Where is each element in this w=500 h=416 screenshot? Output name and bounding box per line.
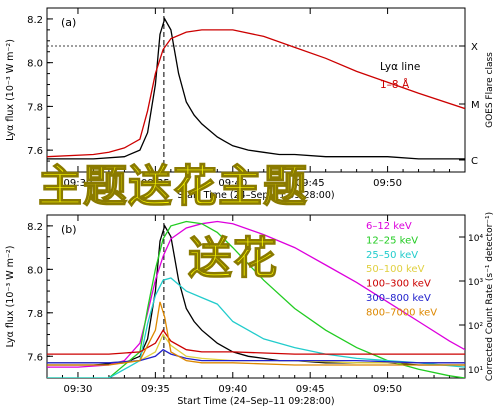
panel-a-ylabel: Lyα flux (10⁻³ W m⁻²)	[5, 39, 16, 141]
panel-b-rtick-label: 10¹	[468, 366, 483, 376]
panel-b-series-lya-flux	[47, 224, 465, 366]
panel-b-xtick-label: 09:50	[373, 384, 402, 395]
watermark-text-line-1: 主题送花主题	[37, 160, 308, 212]
panel-b-xtick-label: 09:30	[64, 384, 93, 395]
panel-b-legend-entry: 100–300 keV	[366, 279, 431, 290]
panel-b-ylabel: Lyα flux (10⁻³ W m⁻²)	[5, 246, 16, 348]
panel-b-rtick-label: 10³	[468, 278, 483, 288]
panel-b-rtick-label: 10²	[468, 322, 483, 332]
panel-b-ytick-label: 7.6	[27, 352, 43, 363]
panel-a-ytick-label: 7.8	[27, 102, 43, 113]
panel-b-ylabel-right: Corrected Count Rate (s⁻¹ detector⁻¹)	[485, 212, 495, 381]
panel-b-legend-entry: 50–100 keV	[366, 264, 425, 275]
panel-a-series-1-8-	[47, 29, 465, 158]
panel-b-series-25-50-kev	[47, 277, 465, 378]
panel-a-xlabel: Start Time (24–Sep–11 09:28:00)	[177, 190, 334, 201]
panel-b-ytick-label: 7.8	[27, 309, 43, 320]
panel-a-series-ly-line	[47, 17, 465, 160]
panel-a-xtick-label: 09:50	[373, 178, 402, 189]
panel-b-ytick-label: 8.0	[27, 265, 43, 276]
panel-b-xtick-label: 09:35	[141, 384, 170, 395]
panel-a-xtick-label: 09:30	[64, 178, 93, 189]
panel-a-xtick-label: 09:40	[218, 178, 247, 189]
panel-a-legend-entry: Lyα line	[380, 61, 420, 73]
watermark-text-line-2: 送花	[187, 232, 278, 284]
panel-a-rtick-label: C	[471, 156, 478, 167]
panel-a-ytick-label: 8.0	[27, 59, 43, 70]
panel-b-label: (b)	[61, 223, 77, 236]
panel-b-xtick-label: 09:40	[218, 384, 247, 395]
panel-b-legend-entry: 800–7000 keV	[366, 307, 437, 318]
panel-b-frame	[46, 214, 466, 379]
panel-a-rtick-label: X	[471, 42, 478, 53]
panel-b-ytick-label: 8.2	[27, 222, 43, 233]
panel-b-series-100-300-kev	[47, 329, 465, 355]
panel-b-legend-entry: 6–12 keV	[366, 221, 412, 232]
panel-a-rtick-label: M	[471, 100, 480, 111]
panel-b-rtick-label: 10⁴	[468, 234, 483, 244]
panel-a-label: (a)	[61, 16, 76, 29]
panel-b-series-800-7000-kev	[47, 301, 465, 366]
panel-a-xtick-label: 09:45	[296, 178, 325, 189]
panel-b-xtick-label: 09:45	[296, 384, 325, 395]
panel-b-legend-entry: 25–50 keV	[366, 250, 418, 261]
panel-b-legend-entry: 300–800 keV	[366, 293, 431, 304]
panel-a-ylabel-right: GOES Flare class	[485, 52, 495, 128]
panel-a-ytick-label: 7.6	[27, 146, 43, 157]
panel-b-xlabel: Start Time (24–Sep–11 09:28:00)	[177, 396, 334, 407]
panel-a-xtick-label: 09:35	[141, 178, 170, 189]
panel-a-ytick-label: 8.2	[27, 15, 43, 26]
panel-a-legend-entry: 1–8 Å	[380, 78, 410, 91]
panel-b-legend-entry: 12–25 keV	[366, 235, 418, 246]
